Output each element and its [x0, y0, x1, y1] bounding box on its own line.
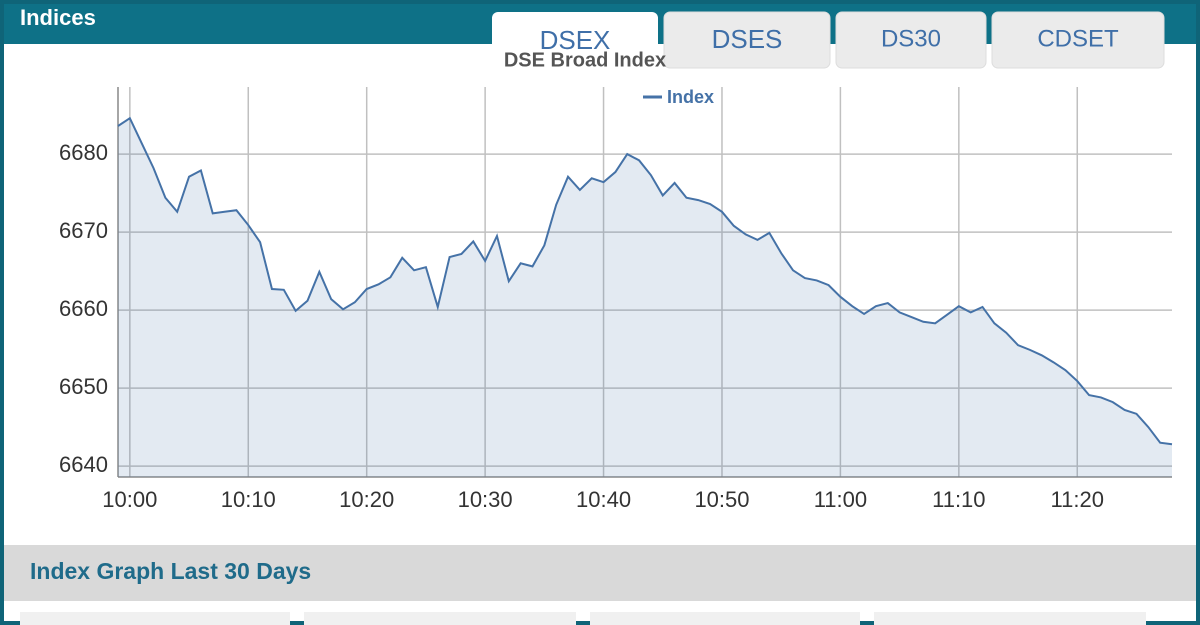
- legend-label: Index: [667, 87, 714, 107]
- x-tick-label: 10:50: [694, 487, 749, 512]
- x-tick-label: 10:30: [458, 487, 513, 512]
- tab-active[interactable]: [492, 12, 658, 72]
- area: [118, 118, 1172, 477]
- x-tick-label: 10:00: [102, 487, 157, 512]
- card: [590, 612, 860, 625]
- tab-label[interactable]: DS30: [881, 25, 941, 52]
- y-tick-label: 6660: [59, 296, 108, 321]
- tab[interactable]: [663, 11, 831, 69]
- card: [874, 612, 1146, 625]
- y-tick-label: 6640: [59, 452, 108, 477]
- card: [304, 612, 576, 625]
- y-tick-label: 6650: [59, 374, 108, 399]
- plot: 6640 6650 6660 6670 6680 10:00 10:10 10:20 10:30…: [59, 87, 1173, 512]
- x-tick-label: 11:00: [814, 487, 867, 512]
- section-title: Index Graph Last 30 Days: [30, 558, 311, 584]
- tab-label[interactable]: DSEX: [540, 25, 611, 55]
- x-tick-label: 11:20: [1051, 487, 1104, 512]
- header-title: Indices: [20, 5, 96, 30]
- tab-label[interactable]: DSES: [712, 24, 783, 54]
- y-tick-label: 6680: [59, 140, 108, 165]
- x-tick-label: 10:10: [221, 487, 276, 512]
- x-tick-label: 10:20: [339, 487, 394, 512]
- tab[interactable]: [991, 11, 1165, 69]
- panel: [4, 4, 1196, 621]
- x-tick-label: 10:40: [576, 487, 631, 512]
- card: [20, 612, 290, 625]
- x-tick-label: 11:10: [932, 487, 985, 512]
- tab-label[interactable]: CDSET: [1037, 25, 1119, 52]
- section-bar: [4, 545, 1196, 601]
- y-tick-label: 6670: [59, 218, 108, 243]
- chart-title: DSE Broad Index: [504, 49, 666, 71]
- tab[interactable]: [835, 11, 987, 69]
- line: [117, 116, 1173, 446]
